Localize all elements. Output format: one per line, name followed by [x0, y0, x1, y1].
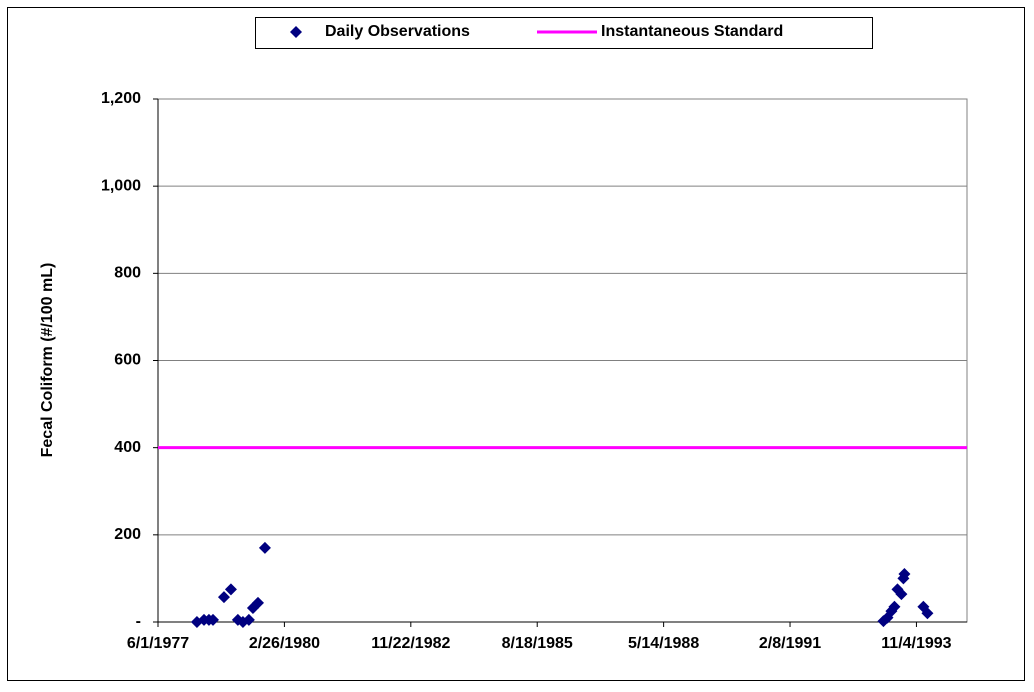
- data-point: [888, 600, 901, 613]
- y-axis-label: Fecal Coliform (#/100 mL): [39, 263, 56, 458]
- data-point: [224, 583, 237, 596]
- legend-label: Instantaneous Standard: [601, 23, 783, 40]
- y-tick-label: 1,000: [101, 177, 141, 194]
- y-tick-label: 1,200: [101, 90, 141, 107]
- data-point: [258, 541, 271, 554]
- y-tick-label: 600: [114, 352, 141, 369]
- data-point: [206, 613, 219, 626]
- x-tick-label: 6/1/1977: [127, 635, 189, 652]
- y-tick-label: 200: [114, 526, 141, 543]
- data-point: [895, 588, 908, 601]
- data-point: [921, 607, 934, 620]
- legend-label: Daily Observations: [325, 23, 470, 40]
- x-tick-label: 11/4/1993: [881, 635, 951, 652]
- y-tick-label: 400: [114, 439, 141, 456]
- data-point: [242, 613, 255, 626]
- x-tick-label: 2/26/1980: [249, 635, 320, 652]
- x-tick-label: 2/8/1991: [759, 635, 821, 652]
- y-tick-label: 800: [114, 265, 141, 282]
- data-point: [898, 568, 911, 581]
- x-tick-label: 11/22/1982: [371, 635, 450, 652]
- legend-marker: [290, 26, 302, 38]
- x-tick-label: 8/18/1985: [502, 635, 573, 652]
- y-tick-label: -: [136, 613, 141, 630]
- x-tick-label: 5/14/1988: [628, 635, 699, 652]
- data-point: [217, 591, 230, 604]
- data-point: [251, 596, 264, 609]
